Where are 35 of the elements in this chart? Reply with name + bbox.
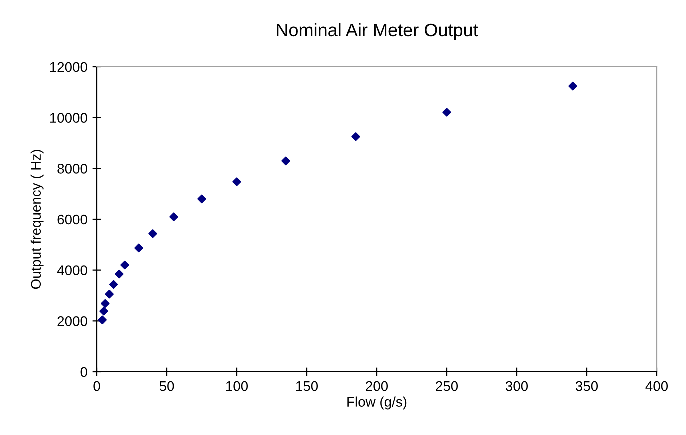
point: [148, 229, 158, 238]
point: [232, 178, 242, 186]
x-tick-label: 0: [94, 381, 100, 392]
point: [352, 132, 360, 142]
point: [101, 299, 110, 308]
y-tick-label: 6000: [58, 214, 88, 225]
x-tick-label: 200: [366, 381, 388, 392]
y-tick-label: 8000: [58, 164, 88, 174]
point: [442, 108, 452, 117]
point: [105, 290, 114, 299]
y-tick-label: 4000: [57, 266, 88, 276]
point: [568, 82, 578, 91]
point: [170, 212, 178, 222]
y-tick-label: 0: [80, 367, 88, 378]
point: [134, 244, 144, 253]
point: [98, 316, 107, 325]
x-tick-label: 50: [160, 381, 174, 392]
y-tick-label: 12000: [50, 62, 88, 72]
x-tick-label: 300: [506, 381, 528, 392]
x-tick-label: 250: [436, 381, 458, 392]
x-tick-label: 100: [226, 381, 248, 392]
point: [115, 270, 124, 279]
y-axis-title: Output frequency ( Hz): [30, 150, 44, 290]
chart-title: Nominal Air Meter Output: [277, 23, 478, 40]
point: [282, 156, 290, 166]
x-tick-label: 150: [296, 381, 318, 392]
point: [100, 307, 108, 316]
y-tick-label: 10000: [50, 113, 88, 124]
y-tick-label: 2000: [58, 316, 88, 326]
x-tick-label: 350: [576, 381, 598, 392]
point: [198, 194, 206, 204]
point: [120, 260, 130, 270]
x-tick-label: 400: [646, 381, 668, 392]
point: [109, 280, 118, 290]
x-axis-title: Flow (g/s): [348, 396, 407, 410]
